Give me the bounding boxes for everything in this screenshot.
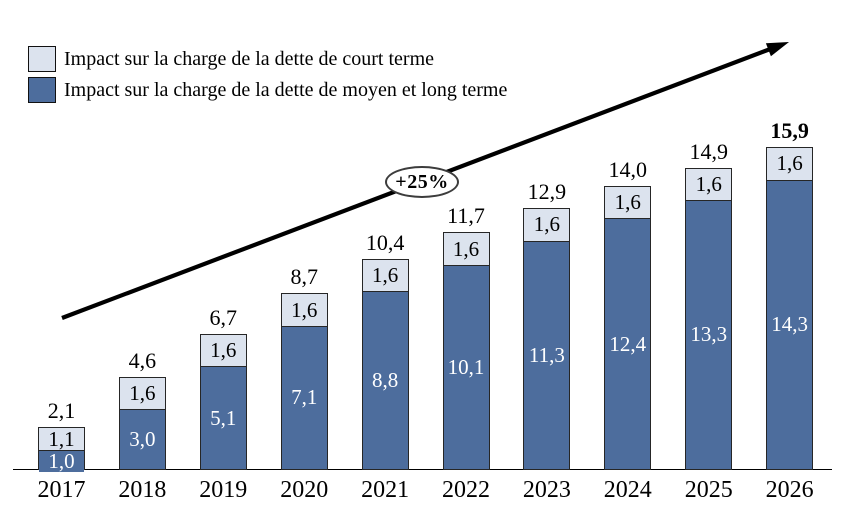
total-label-2017: 2,1	[47, 398, 76, 424]
bar-2026: 1,6 14,3	[766, 147, 814, 470]
total-label-2019: 6,7	[209, 304, 238, 330]
segment-moyen-long-terme-value: 14,3	[771, 312, 808, 337]
segment-court-terme-value: 1,6	[695, 171, 722, 196]
bar-2024: 1,6 12,4	[604, 185, 652, 470]
segment-moyen-long-terme-2017: 1,0	[39, 448, 84, 473]
growth-annotation-label: +25%	[395, 170, 449, 193]
total-label-2026: 15,9	[770, 118, 809, 144]
segment-court-terme-2017: 1,1	[39, 426, 84, 451]
segment-court-terme-value: 1,6	[533, 212, 561, 237]
segment-moyen-long-terme-2023: 11,3	[524, 241, 570, 469]
total-label-2025: 14,9	[689, 138, 728, 164]
segment-moyen-long-terme-2021: 8,8	[362, 292, 408, 469]
bar-2021: 1,6 8,8	[361, 258, 409, 470]
segment-moyen-long-terme-2020: 7,1	[281, 326, 327, 469]
total-label-2022: 11,7	[447, 203, 485, 229]
x-tick-2023: 2023	[522, 477, 571, 503]
x-axis-line	[13, 468, 832, 470]
bar-2019: 1,6 5,1	[199, 333, 247, 470]
bar-2018: 1,6 3,0	[118, 376, 166, 470]
bar-2025: 1,6 13,3	[685, 167, 733, 470]
segment-moyen-long-terme-2022: 10,1	[443, 265, 489, 469]
segment-court-terme-value: 1,6	[210, 338, 237, 363]
segment-court-terme-2021: 1,6	[362, 259, 408, 293]
segment-court-terme-value: 1,6	[452, 236, 480, 261]
legend-label-court-terme: Impact sur la charge de la dette de cour…	[64, 48, 435, 70]
segment-court-terme-value: 1,6	[614, 190, 641, 215]
segment-moyen-long-terme-value: 8,8	[371, 368, 399, 393]
segment-court-terme-2024: 1,6	[605, 186, 651, 220]
segment-moyen-long-terme-2024: 12,4	[605, 219, 651, 469]
segment-court-terme-2019: 1,6	[200, 334, 246, 368]
legend-swatch-court-terme	[28, 46, 56, 72]
segment-moyen-long-terme-2018: 3,0	[119, 410, 165, 469]
segment-moyen-long-terme-value: 7,1	[291, 385, 318, 410]
growth-annotation: +25%	[385, 166, 459, 198]
segment-court-terme-value: 1,1	[48, 426, 75, 451]
segment-moyen-long-terme-value: 12,4	[609, 331, 647, 356]
x-tick-2024: 2024	[603, 477, 652, 503]
segment-court-terme-2023: 1,6	[524, 209, 570, 242]
legend-label-moyen-long-terme: Impact sur la charge de la dette de moye…	[64, 79, 508, 101]
segment-moyen-long-terme-value: 1,0	[48, 448, 75, 473]
total-label-2024: 14,0	[608, 156, 648, 182]
legend-swatch-moyen-long-terme	[28, 77, 56, 103]
total-label-2020: 8,7	[290, 264, 318, 290]
segment-moyen-long-terme-value: 5,1	[210, 405, 237, 430]
segment-court-terme-value: 1,6	[291, 297, 318, 322]
segment-court-terme-value: 1,6	[371, 263, 399, 288]
x-tick-2020: 2020	[280, 477, 329, 503]
segment-court-terme-2018: 1,6	[119, 377, 165, 411]
x-tick-2026: 2026	[765, 477, 814, 503]
x-tick-2022: 2022	[442, 477, 490, 503]
segment-moyen-long-terme-2026: 14,3	[767, 180, 813, 469]
segment-moyen-long-terme-value: 3,0	[129, 427, 156, 452]
segment-court-terme-2022: 1,6	[443, 233, 489, 266]
bar-2017: 1,1 1,0	[38, 426, 85, 473]
x-tick-2021: 2021	[361, 477, 410, 503]
legend-item-court-terme: Impact sur la charge de la dette de cour…	[28, 46, 507, 72]
bar-2022: 1,6 10,1	[442, 232, 490, 470]
segment-moyen-long-terme-2025: 13,3	[686, 200, 732, 469]
segment-court-terme-2026: 1,6	[767, 148, 813, 181]
total-label-2023: 12,9	[527, 179, 567, 205]
segment-moyen-long-terme-2019: 5,1	[200, 367, 246, 469]
segment-court-terme-2020: 1,6	[281, 294, 327, 327]
segment-court-terme-2025: 1,6	[686, 168, 732, 201]
x-tick-2019: 2019	[199, 477, 248, 503]
segment-moyen-long-terme-value: 13,3	[690, 322, 728, 347]
total-label-2021: 10,4	[365, 229, 405, 255]
bar-2023: 1,6 11,3	[523, 208, 571, 470]
x-tick-2017: 2017	[37, 477, 86, 503]
x-tick-2025: 2025	[684, 477, 733, 503]
legend-item-moyen-long-terme: Impact sur la charge de la dette de moye…	[28, 77, 507, 103]
segment-moyen-long-terme-value: 11,3	[528, 342, 565, 367]
x-tick-2018: 2018	[118, 477, 167, 503]
total-label-2018: 4,6	[128, 347, 157, 373]
segment-court-terme-value: 1,6	[776, 151, 803, 176]
bar-2020: 1,6 7,1	[280, 293, 328, 470]
segment-court-terme-value: 1,6	[129, 380, 156, 405]
legend: Impact sur la charge de la dette de cour…	[28, 46, 507, 108]
segment-moyen-long-terme-value: 10,1	[447, 354, 485, 379]
